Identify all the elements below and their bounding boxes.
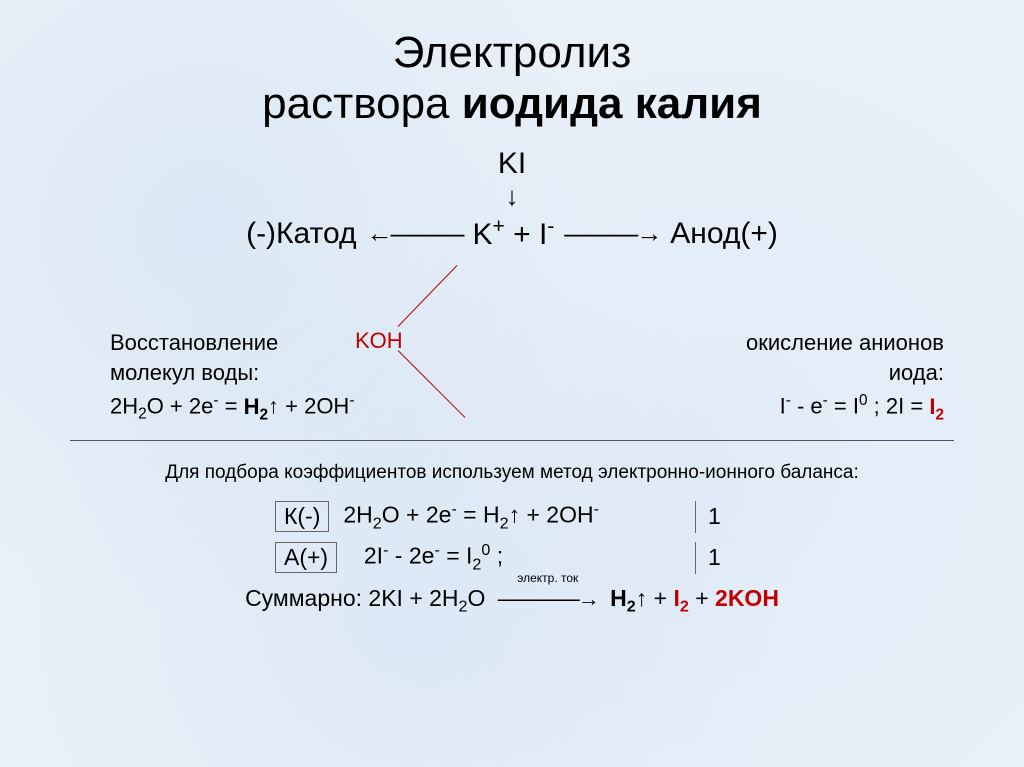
anode-coefficient: 1 [695,542,721,574]
compound-formula: KI [0,147,1024,181]
anode-block: окисление анионов иода: I- - e- = I0 ; 2… [584,328,944,426]
arrow-left-icon: ←——— [366,218,462,249]
koh-connector-1 [398,265,458,327]
anode-label: Анод(+) [670,217,778,251]
cathode-half-reaction: 2H2O + 2e- = H2↑ + 2OH- [343,500,599,533]
title-line1: Электролиз [393,28,632,77]
divider [70,440,954,441]
anode-box-label: А(+) [275,542,337,573]
slide-title: Электролиз раствора иодида калия [0,28,1024,129]
overall-equation: Суммарно: 2KI + 2H2O электр. ток ————→ H… [0,585,1024,617]
anode-desc-1: окисление анионов [584,328,944,358]
anode-half-reaction: 2I- - 2e- = I20 ; [351,541,503,574]
arrow-right-long-icon: ————→ [498,586,598,611]
reaction-arrow: электр. ток ————→ [498,585,598,612]
product-i2: I2 [673,585,688,611]
title-line2-plain: раствора [262,79,462,128]
reaction-condition: электр. ток [498,571,598,585]
title-line2-bold: иодида калия [462,79,762,128]
arrow-down-icon: ↓ [0,183,1024,209]
cathode-coefficient: 1 [695,501,721,533]
summary-reactants: 2KI + 2H2O [368,585,485,611]
balance-rows: К(-) 2H2O + 2e- = H2↑ + 2OH- 1 А(+) 2I- … [0,500,1024,575]
balance-row-anode: А(+) 2I- - 2e- = I20 ; 1 [275,541,1024,574]
dissociation-row: (-)Катод ←——— K+ + I- ———→ Анод(+) [0,215,1024,252]
plus-2: + [689,585,715,611]
anode-desc-2: иода: [584,358,944,388]
ions: K+ + I- [472,215,554,252]
summary-label: Суммарно: [245,585,368,611]
cathode-desc-1: Восстановление [110,328,590,358]
cathode-block: Восстановление молекул воды: 2H2O + 2e- … [110,328,590,426]
cathode-equation: 2H2O + 2e- = H2↑ + 2OH- [110,391,590,426]
product-h2: H2 [610,585,636,611]
cathode-label: (-)Катод [246,217,356,251]
anode-equation: I- - e- = I0 ; 2I = I2 [584,391,944,426]
cathode-box-label: К(-) [275,501,329,532]
balance-note: Для подбора коэффициентов используем мет… [0,462,1024,484]
plus-1: + [647,585,673,611]
gas-arrow-icon: ↑ [636,585,648,611]
cathode-desc-2: молекул воды: [110,358,590,388]
product-koh: 2KOH [715,585,779,611]
balance-row-cathode: К(-) 2H2O + 2e- = H2↑ + 2OH- 1 [275,500,1024,533]
arrow-right-icon: ———→ [564,218,660,249]
